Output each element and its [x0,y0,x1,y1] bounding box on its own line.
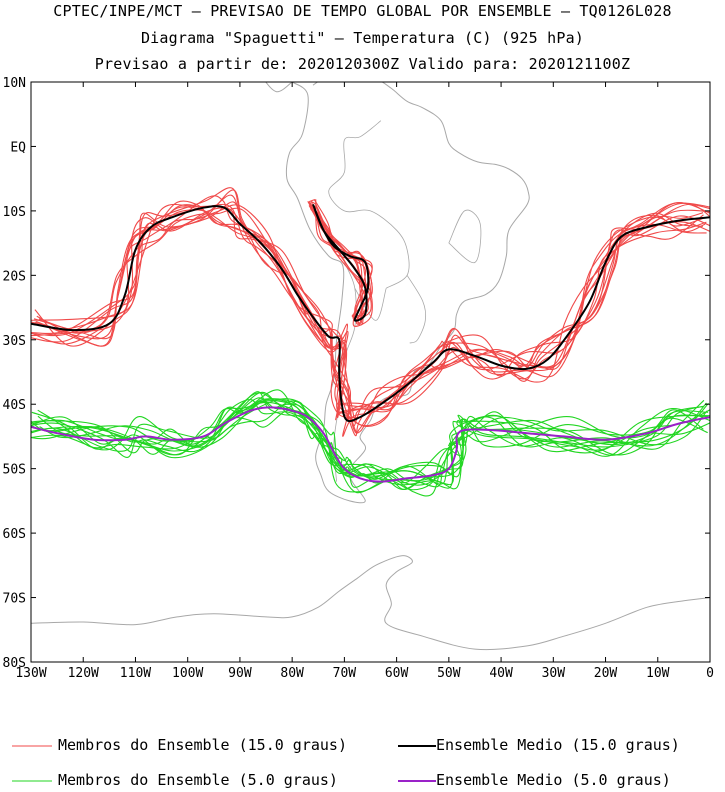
member-15-contour-0-8 [31,201,703,421]
lat-label-20S: 20S [3,269,26,284]
member-5-contour-2-1 [31,409,704,494]
member-15-contour-0-12 [31,187,707,437]
lon-label-20W: 20W [594,666,618,681]
lat-label-40S: 40S [3,398,26,413]
title-line-3: Previsao a partir de: 2020120300Z Valido… [94,55,631,73]
lon-label-40W: 40W [489,666,513,681]
legend-label-members-15: Membros do Ensemble (15.0 graus) [58,736,347,754]
legend-label-mean-5: Ensemble Medio (5.0 graus) [436,771,671,789]
country-border-4 [448,209,482,264]
ensemble-mean-layer [31,204,710,483]
member-5-contour-2-3 [31,400,708,488]
lon-label-0: 0 [706,666,714,681]
country-border-2 [406,275,427,344]
lat-label-50S: 50S [3,463,26,478]
lon-label-60W: 60W [385,666,409,681]
lat-label-60S: 60S [3,527,26,542]
ensemble-members-layer [31,187,710,497]
lat-label-30S: 30S [3,334,26,349]
lon-label-100W: 100W [172,666,203,681]
member-15-contour-0-13 [36,200,710,416]
lon-label-50W: 50W [437,666,461,681]
ensemble-mean-5-contour-2 [31,406,710,483]
lon-label-70W: 70W [333,666,357,681]
lat-label-10N: 10N [3,76,26,91]
plot-frame [30,81,711,663]
member-5-contour-2-11 [31,398,709,482]
country-border-3 [354,287,387,321]
title-line-2: Diagrama "Spaguetti" – Temperatura (C) (… [140,29,585,47]
lat-label-10S: 10S [3,205,26,220]
ensemble-mean-15-contour-1 [312,204,370,322]
lon-label-80W: 80W [280,666,304,681]
member-15-contour-0-5 [31,189,706,434]
lon-label-110W: 110W [120,666,151,681]
lon-label-90W: 90W [228,666,252,681]
title-line-1: CPTEC/INPE/MCT – PREVISAO DE TEMPO GLOBA… [53,2,672,20]
ensemble-mean-15-contour-0 [31,205,710,423]
member-15-contour-0-9 [35,202,710,419]
lon-label-120W: 120W [68,666,99,681]
member-15-contour-0-6 [33,209,710,421]
member-5-contour-2-0 [31,400,708,493]
lon-label-30W: 30W [542,666,566,681]
country-border-1 [328,120,410,289]
lon-label-10W: 10W [646,666,670,681]
coastline-central-america [265,82,293,93]
lat-label-70S: 70S [3,592,26,607]
legend-label-members-5: Membros do Ensemble (5.0 graus) [58,771,338,789]
lat-label-80S: 80S [3,656,26,671]
member-5-contour-2-13 [37,389,710,490]
coastline-layer [31,82,710,651]
legend-label-mean-15: Ensemble Medio (15.0 graus) [436,736,680,754]
lon-label-130W: 130W [15,666,46,681]
member-5-contour-2-12 [37,401,710,490]
coastline-caribbean [250,82,254,83]
coastline-antarctica [31,555,710,651]
coastline-south-america [285,82,530,504]
lat-label-EQ: EQ [10,140,26,155]
